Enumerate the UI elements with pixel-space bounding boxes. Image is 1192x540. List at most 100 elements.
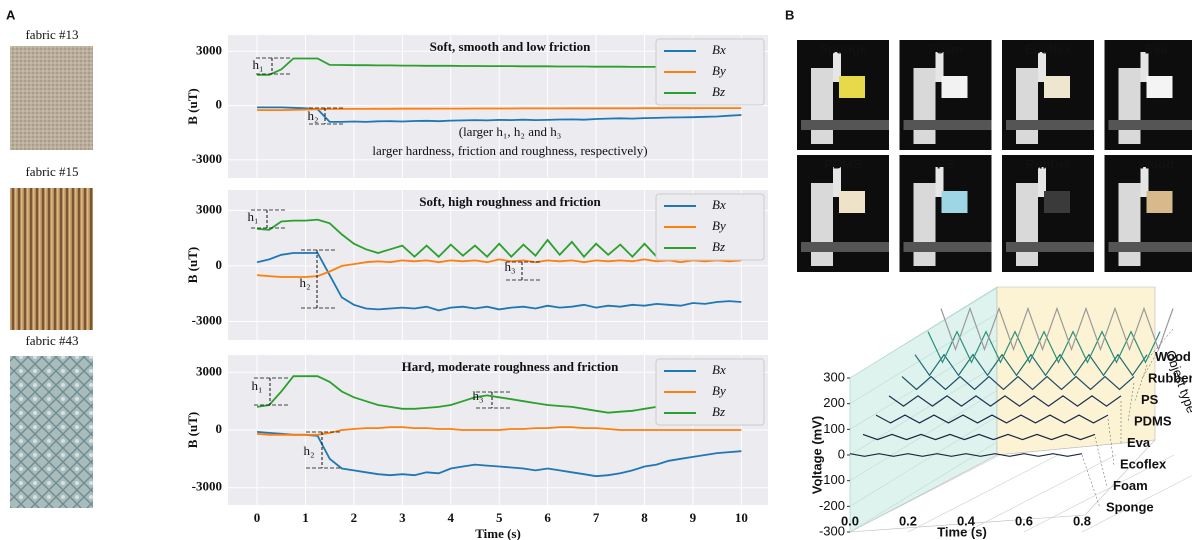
photo-label: Rubber (1025, 156, 1071, 171)
y-tick-label: -3000 (192, 479, 222, 494)
x-tick-label: 0.2 (899, 513, 917, 528)
data-line (940, 306, 1174, 352)
photo-label: Eva (1145, 41, 1169, 56)
photo (797, 155, 889, 272)
x-tick-label: 2 (351, 510, 358, 525)
chart-title: Hard, moderate roughness and friction (402, 359, 620, 374)
grid-line (1023, 454, 1175, 533)
legend-label: Bx (712, 42, 726, 57)
robot-base (1108, 120, 1192, 130)
grid-line (965, 454, 1117, 533)
sample-block (1044, 76, 1070, 98)
data-line (257, 431, 742, 478)
robot-finger (1038, 167, 1046, 197)
legend-label: Bx (712, 197, 726, 212)
robot-finger (935, 167, 944, 197)
grid-line (849, 364, 998, 456)
grid-line (849, 441, 998, 533)
x-tick-label: 9 (690, 510, 697, 525)
depth-guide (1094, 436, 1108, 487)
legend-label: Bz (712, 239, 725, 254)
x-tick-label: 1 (302, 510, 309, 525)
data-line (927, 330, 1161, 364)
x-tick-label: 0.6 (1015, 513, 1033, 528)
y-tick-label: -100 (819, 472, 845, 487)
y-tick-label: 100 (823, 421, 845, 436)
robot-base (903, 242, 992, 252)
z-tick-label: Sponge (1106, 499, 1154, 514)
x-tick-label: 10 (735, 510, 748, 525)
legend-box (655, 358, 765, 426)
y-tick-label: 200 (823, 395, 845, 410)
photo-label: Sponge (819, 41, 867, 56)
y-tick-label: 3000 (196, 201, 222, 216)
photo-label: Ecoflex (1025, 41, 1072, 56)
y-tick-label: 300 (823, 369, 845, 384)
y-axis-label: B (uT) (185, 88, 200, 124)
data-line (257, 426, 742, 436)
photo-label: PS (937, 156, 955, 171)
y-tick-label: 3000 (196, 42, 222, 57)
x-axis-label: Time (s) (475, 526, 521, 540)
sample-block (941, 76, 968, 98)
robot-base (1006, 120, 1094, 130)
x-tick-label: 0.4 (957, 513, 976, 528)
robot-arm (811, 183, 833, 266)
robot-finger (1038, 52, 1046, 82)
z-tick-label: PS (1141, 392, 1159, 407)
data-line (257, 258, 742, 278)
z-tick-label: Wood (1155, 349, 1191, 364)
fabric-label: fabric #13 (25, 27, 78, 42)
annotation: h₁ (251, 378, 262, 393)
x-tick-label: 7 (593, 510, 600, 525)
sample-block (1146, 191, 1173, 213)
y-axis-label: B (uT) (185, 412, 200, 448)
y-tick-label: -200 (819, 498, 845, 513)
robot-arm (1016, 183, 1038, 266)
note: larger hardness, friction and roughness,… (372, 143, 647, 158)
data-line (914, 353, 1148, 377)
z-tick-label: Eva (1127, 435, 1151, 450)
x-tick-label: 6 (544, 510, 551, 525)
data-line (875, 414, 1109, 424)
plot-3d-walls (849, 286, 1156, 533)
sample-block (839, 76, 865, 98)
photo (1002, 155, 1094, 272)
robot-base (801, 242, 889, 252)
z-tick-label: Foam (1113, 478, 1148, 493)
robot-finger (935, 52, 944, 82)
depth-guide (1127, 382, 1135, 423)
annotation: h₂ (299, 275, 310, 290)
annotation: h₃ (504, 259, 515, 274)
panel-label: A (6, 7, 16, 22)
y-tick-label: 0 (216, 97, 223, 112)
data-line (256, 252, 742, 312)
y-tick-label: -3000 (192, 312, 222, 327)
legend-label: By (712, 383, 726, 398)
grid-line (849, 339, 998, 430)
grid-line (1081, 475, 1192, 533)
photo-label: PDMS (824, 156, 862, 171)
legend-label: By (712, 63, 726, 78)
legend-label: By (712, 218, 726, 233)
data-line (888, 395, 1122, 407)
y-axis-label: B (uT) (185, 247, 200, 283)
legend-label: Bz (712, 84, 725, 99)
robot-base (1006, 242, 1094, 252)
robot-finger (833, 52, 841, 82)
fabric-label: fabric #15 (25, 164, 78, 179)
x-tick-label: 3 (399, 510, 406, 525)
legend-label: Bz (712, 404, 725, 419)
data-line (257, 107, 742, 111)
fabric-image (10, 188, 93, 330)
annotation: h₁ (252, 57, 263, 72)
robot-arm (811, 68, 833, 144)
fabric-image (10, 356, 93, 508)
annotation: h₃ (472, 388, 483, 403)
sample-block (1044, 191, 1070, 213)
x-tick-label: 0 (254, 510, 261, 525)
legend-label: Bx (712, 362, 726, 377)
y-tick-label: 0 (216, 257, 223, 272)
robot-finger (1140, 52, 1149, 82)
legend-box (655, 38, 765, 106)
